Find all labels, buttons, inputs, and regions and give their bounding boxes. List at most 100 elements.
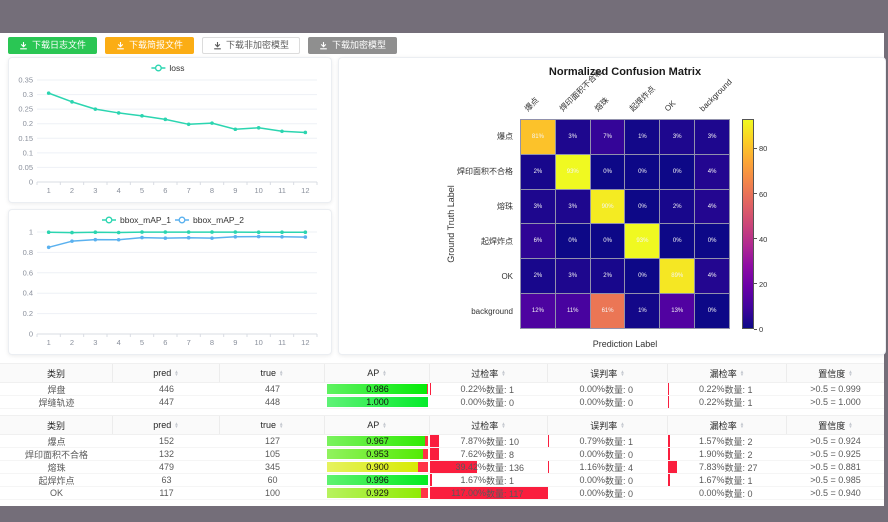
matrix-cell: 90% bbox=[590, 189, 625, 224]
matrix-cell: 3% bbox=[555, 120, 590, 154]
data-point bbox=[210, 236, 214, 240]
confusion-matrix-panel: Normalized Confusion Matrix Prediction L… bbox=[338, 57, 886, 355]
rate-count: 数量: 0 bbox=[486, 397, 515, 408]
sort-icon[interactable]: ▲ ▼ bbox=[382, 368, 387, 377]
misjudge-rate-cell: 0.00% 数量: 0 bbox=[548, 487, 668, 499]
miss-rate-cell: 7.83% 数量: 27 bbox=[668, 461, 787, 473]
matrix-row-label: OK bbox=[501, 271, 513, 281]
class-cell: 焊盘 bbox=[47, 384, 66, 395]
x-tick-label: 12 bbox=[301, 186, 309, 195]
rate-count: 数量: 0 bbox=[605, 488, 634, 499]
matrix-cell: 0% bbox=[695, 294, 729, 328]
data-point bbox=[70, 100, 74, 104]
ap-value: 0.953 bbox=[366, 449, 389, 459]
data-point bbox=[256, 234, 261, 239]
ap-cell: 0.967 bbox=[325, 435, 430, 447]
rate-count: 数量: 1 bbox=[724, 384, 753, 395]
rate-percent: 0.00% bbox=[460, 397, 486, 407]
confidence-cell: >0.5 = 0.940 bbox=[810, 488, 861, 498]
download-brief-button[interactable]: 下载简报文件 bbox=[105, 37, 195, 54]
ap-bar-track bbox=[327, 488, 428, 498]
sort-icon[interactable]: ▲ ▼ bbox=[279, 368, 284, 377]
sort-icon[interactable]: ▲ ▼ bbox=[501, 368, 506, 377]
ap-bar-track bbox=[327, 475, 428, 485]
x-tick-label: 4 bbox=[117, 338, 121, 347]
column-header-label: 误判率 bbox=[590, 368, 618, 379]
sort-icon[interactable]: ▲ ▼ bbox=[739, 420, 745, 429]
download-log-button[interactable]: 下载日志文件 bbox=[8, 37, 98, 54]
rate-percent: 1.57% bbox=[698, 436, 725, 446]
x-tick-label: 4 bbox=[117, 186, 121, 195]
rate-count: 数量: 10 bbox=[486, 436, 520, 447]
x-tick-label: 12 bbox=[301, 338, 309, 347]
rate-bar bbox=[430, 448, 439, 460]
sort-icon[interactable]: ▲ ▼ bbox=[848, 368, 853, 377]
download-plain-model-button[interactable]: 下载非加密模型 bbox=[202, 37, 301, 54]
confusion-matrix-grid: 81% 3% 7% 1% 3% 3% 2% 93% 0% 0% 0% 4% 3% 3% 90% 0% 2% 4% 6… bbox=[520, 119, 730, 329]
sort-icon[interactable]: ▲ ▼ bbox=[279, 420, 284, 429]
matrix-cell: 3% bbox=[521, 189, 555, 224]
matrix-cell: 1% bbox=[625, 294, 660, 328]
toolbar: 下载日志文件 下载简报文件 下载非加密模型 下载加密模型 bbox=[8, 37, 398, 54]
ap-cell: 0.900 bbox=[325, 461, 430, 473]
pred-cell: 446 bbox=[158, 384, 175, 394]
x-tick-label: 6 bbox=[163, 338, 167, 347]
rate-percent: 0.79% bbox=[579, 436, 605, 446]
matrix-cell: 2% bbox=[590, 259, 625, 294]
data-point bbox=[303, 230, 308, 235]
pred-cell: 479 bbox=[158, 462, 175, 472]
rate-percent: 0.00% bbox=[579, 488, 605, 498]
matrix-cell: 61% bbox=[590, 294, 625, 328]
column-header-label: pred bbox=[153, 420, 172, 430]
matrix-cell: 12% bbox=[521, 294, 555, 328]
pred-cell: 117 bbox=[159, 488, 174, 498]
colorbar-tick-label: 0 bbox=[759, 325, 764, 334]
ap-bar-fill bbox=[327, 384, 427, 394]
sort-icon[interactable]: ▲ ▼ bbox=[174, 368, 179, 377]
rate-count: 数量: 1 bbox=[605, 436, 634, 447]
matrix-column-label: 起焊炸点 bbox=[627, 84, 657, 114]
sort-icon[interactable]: ▲ ▼ bbox=[739, 368, 745, 377]
matrix-cell: 2% bbox=[660, 189, 695, 224]
data-point bbox=[116, 111, 121, 115]
table-row: OK 117 100 0.929 117.00% 数量: 117 0.00% 数量: 0 0.0… bbox=[0, 487, 884, 500]
pred-cell: 63 bbox=[161, 475, 172, 485]
sort-icon[interactable]: ▲ ▼ bbox=[620, 420, 625, 429]
data-point bbox=[256, 125, 261, 130]
class-cell: 焊印面积不合格 bbox=[24, 449, 88, 460]
sort-icon[interactable]: ▲ ▼ bbox=[848, 420, 853, 429]
ap-bar-track bbox=[327, 436, 428, 446]
download-icon bbox=[117, 42, 124, 50]
legend-item-bbox_mAP_2[interactable]: bbox_mAP_2 bbox=[175, 215, 244, 225]
sort-icon[interactable]: ▲ ▼ bbox=[620, 368, 625, 377]
rate-percent: 0.22% bbox=[698, 397, 725, 407]
table-row: 焊印面积不合格 132 105 0.953 7.62% 数量: 8 0.00% 数量: 0 1.… bbox=[0, 448, 884, 461]
ap-bar-track bbox=[327, 384, 428, 394]
legend-item-loss[interactable]: loss bbox=[151, 63, 185, 73]
sort-icon[interactable]: ▲ ▼ bbox=[501, 420, 506, 429]
y-tick-label: 0.25 bbox=[18, 105, 33, 114]
rate-bar bbox=[430, 383, 431, 395]
rate-bar bbox=[668, 474, 670, 486]
ap-bar-fill bbox=[327, 449, 424, 459]
colorbar-tick bbox=[754, 283, 757, 285]
download-encrypted-model-button[interactable]: 下载加密模型 bbox=[308, 37, 398, 54]
x-tick-label: 9 bbox=[233, 186, 237, 195]
column-header-over: 过检率 ▲ ▼ bbox=[430, 364, 548, 382]
ap-cell: 0.996 bbox=[325, 474, 430, 486]
data-point bbox=[163, 230, 168, 234]
colorbar-tick bbox=[754, 328, 757, 330]
rate-bar bbox=[430, 435, 440, 447]
column-header-label: true bbox=[260, 420, 277, 430]
svg-text:bbox_mAP_1: bbox_mAP_1 bbox=[120, 215, 171, 225]
x-tick-label: 8 bbox=[210, 338, 214, 347]
legend-item-bbox_mAP_1[interactable]: bbox_mAP_1 bbox=[102, 215, 171, 225]
rate-count: 数量: 0 bbox=[605, 384, 634, 395]
x-tick-label: 7 bbox=[187, 338, 191, 347]
rate-percent: 7.62% bbox=[460, 449, 486, 459]
map-chart-panel: 0 0.2 0.4 0.6 0.8 1 1 2 3 4 5 6 7 8 9 10 11 12 bbox_mAP_1 b… bbox=[8, 209, 332, 355]
y-tick-label: 0.2 bbox=[23, 309, 33, 318]
sort-icon[interactable]: ▲ ▼ bbox=[174, 420, 179, 429]
sort-icon[interactable]: ▲ ▼ bbox=[382, 420, 387, 429]
data-point bbox=[70, 239, 74, 243]
